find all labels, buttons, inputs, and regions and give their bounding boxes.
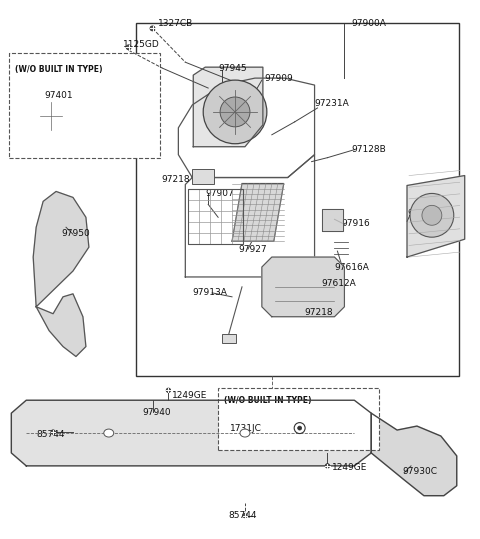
Circle shape (325, 464, 330, 468)
Text: 97913A: 97913A (192, 288, 227, 298)
Circle shape (126, 45, 131, 50)
Text: 1249GE: 1249GE (332, 464, 367, 472)
Text: 97401: 97401 (44, 91, 73, 100)
Ellipse shape (40, 102, 62, 130)
Text: 97231A: 97231A (314, 100, 349, 108)
Text: 97927: 97927 (238, 245, 266, 254)
Polygon shape (407, 176, 465, 257)
Ellipse shape (104, 429, 114, 437)
Bar (222, 334, 236, 343)
Bar (192, 169, 214, 184)
Text: 97930C: 97930C (402, 467, 437, 476)
Text: 97909: 97909 (265, 74, 294, 82)
Text: 97232A: 97232A (407, 209, 442, 218)
Text: 97218: 97218 (162, 175, 190, 184)
Bar (9, 53, 160, 157)
Polygon shape (33, 191, 89, 307)
Polygon shape (36, 294, 86, 356)
Text: 97900A: 97900A (351, 19, 386, 28)
Bar (37, 98, 65, 134)
Text: 85744: 85744 (36, 430, 65, 439)
Text: 97940: 97940 (143, 407, 171, 417)
Text: (W/O BUILT IN TYPE): (W/O BUILT IN TYPE) (224, 396, 312, 405)
Circle shape (166, 388, 170, 392)
Text: 97907: 97907 (205, 189, 234, 198)
Text: 97128B: 97128B (351, 145, 386, 154)
Circle shape (410, 194, 454, 237)
Circle shape (150, 26, 155, 31)
Text: 1125GD: 1125GD (123, 40, 159, 49)
Polygon shape (12, 400, 371, 466)
Bar (136, 23, 459, 376)
Circle shape (298, 426, 301, 430)
Circle shape (51, 430, 55, 434)
Text: 1249GE: 1249GE (172, 391, 208, 400)
Circle shape (294, 423, 305, 433)
Bar (218, 388, 379, 450)
Text: 97616A: 97616A (335, 262, 369, 272)
Circle shape (422, 205, 442, 225)
Polygon shape (193, 67, 263, 147)
Text: (W/O BUILT IN TYPE): (W/O BUILT IN TYPE) (15, 65, 103, 74)
Text: 97218: 97218 (305, 308, 333, 317)
Text: 1327CB: 1327CB (157, 19, 193, 28)
Text: 97916: 97916 (341, 219, 370, 228)
Bar (188, 190, 243, 244)
Ellipse shape (240, 429, 250, 437)
Text: 97612A: 97612A (322, 279, 356, 288)
Polygon shape (371, 413, 457, 496)
Text: 1731JC: 1731JC (230, 424, 262, 433)
Text: 85744: 85744 (228, 511, 257, 520)
Circle shape (220, 97, 250, 127)
Polygon shape (322, 209, 343, 231)
Polygon shape (232, 183, 284, 241)
Text: 97950: 97950 (61, 229, 90, 238)
Text: 97945: 97945 (218, 64, 247, 73)
Polygon shape (185, 155, 314, 277)
Circle shape (243, 513, 247, 518)
Polygon shape (262, 257, 344, 317)
Circle shape (203, 80, 267, 144)
Polygon shape (179, 78, 314, 177)
